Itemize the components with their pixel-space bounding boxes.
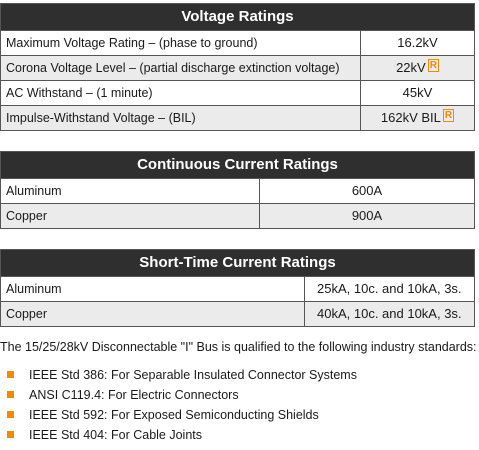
- square-bullet-icon: [7, 371, 14, 378]
- row-value-cell: 22kV R: [361, 56, 474, 80]
- standard-text: IEEE Std 386: For Separable Insulated Co…: [29, 368, 357, 382]
- row-value: 22kV: [396, 60, 426, 75]
- standard-text: ANSI C119.4: For Electric Connectors: [29, 388, 239, 402]
- table-title: Continuous Current Ratings: [1, 152, 474, 178]
- row-label: Copper: [1, 204, 260, 228]
- voltage-ratings-table: Voltage Ratings Maximum Voltage Rating –…: [0, 3, 475, 131]
- table-row: AC Withstand – (1 minute) 45kV: [1, 80, 474, 105]
- row-value: 25kA, 10c. and 10kA, 3s.: [317, 281, 462, 296]
- row-value-cell: 45kV: [361, 81, 474, 105]
- row-value: 45kV: [402, 85, 433, 100]
- row-value-cell: 162kV BIL R: [361, 106, 474, 130]
- row-label: Corona Voltage Level – (partial discharg…: [1, 56, 361, 80]
- row-value: 600A: [351, 183, 383, 198]
- standards-list: IEEE Std 386: For Separable Insulated Co…: [7, 365, 357, 445]
- square-bullet-icon: [7, 391, 14, 398]
- short-time-current-table: Short-Time Current Ratings Aluminum 25kA…: [0, 249, 475, 327]
- row-label: Aluminum: [1, 179, 260, 203]
- row-value: 900A: [351, 208, 383, 223]
- standards-intro: The 15/25/28kV Disconnectable "I" Bus is…: [0, 340, 477, 354]
- table-row: Copper 40kA, 10c. and 10kA, 3s.: [1, 301, 474, 326]
- list-item: ANSI C119.4: For Electric Connectors: [7, 385, 357, 405]
- continuous-current-table: Continuous Current Ratings Aluminum 600A…: [0, 151, 475, 229]
- table-row: Maximum Voltage Rating – (phase to groun…: [1, 30, 474, 55]
- row-value: 40kA, 10c. and 10kA, 3s.: [317, 306, 462, 321]
- table-title: Voltage Ratings: [1, 4, 474, 30]
- row-value: 162kV BIL: [380, 110, 441, 125]
- table-row: Copper 900A: [1, 203, 474, 228]
- recognized-mark-icon: R: [442, 109, 455, 122]
- row-value-cell: 16.2kV: [361, 31, 474, 55]
- square-bullet-icon: [7, 431, 14, 438]
- row-label: Impulse-Withstand Voltage – (BIL): [1, 106, 361, 130]
- table-row: Aluminum 25kA, 10c. and 10kA, 3s.: [1, 276, 474, 301]
- row-value: 16.2kV: [397, 35, 438, 50]
- list-item: IEEE Std 592: For Exposed Semiconducting…: [7, 405, 357, 425]
- table-row: Aluminum 600A: [1, 178, 474, 203]
- row-label: Maximum Voltage Rating – (phase to groun…: [1, 31, 361, 55]
- standard-text: IEEE Std 592: For Exposed Semiconducting…: [29, 408, 319, 422]
- recognized-mark-icon: R: [427, 59, 439, 72]
- table-title: Short-Time Current Ratings: [1, 250, 474, 276]
- row-label: Aluminum: [1, 277, 305, 301]
- row-label: AC Withstand – (1 minute): [1, 81, 361, 105]
- standard-text: IEEE Std 404: For Cable Joints: [29, 428, 203, 442]
- table-row: Corona Voltage Level – (partial discharg…: [1, 55, 474, 80]
- list-item: IEEE Std 386: For Separable Insulated Co…: [7, 365, 357, 385]
- square-bullet-icon: [7, 411, 14, 418]
- row-label: Copper: [1, 302, 305, 326]
- list-item: IEEE Std 404: For Cable Joints: [7, 425, 357, 445]
- table-row: Impulse-Withstand Voltage – (BIL) 162kV …: [1, 105, 474, 130]
